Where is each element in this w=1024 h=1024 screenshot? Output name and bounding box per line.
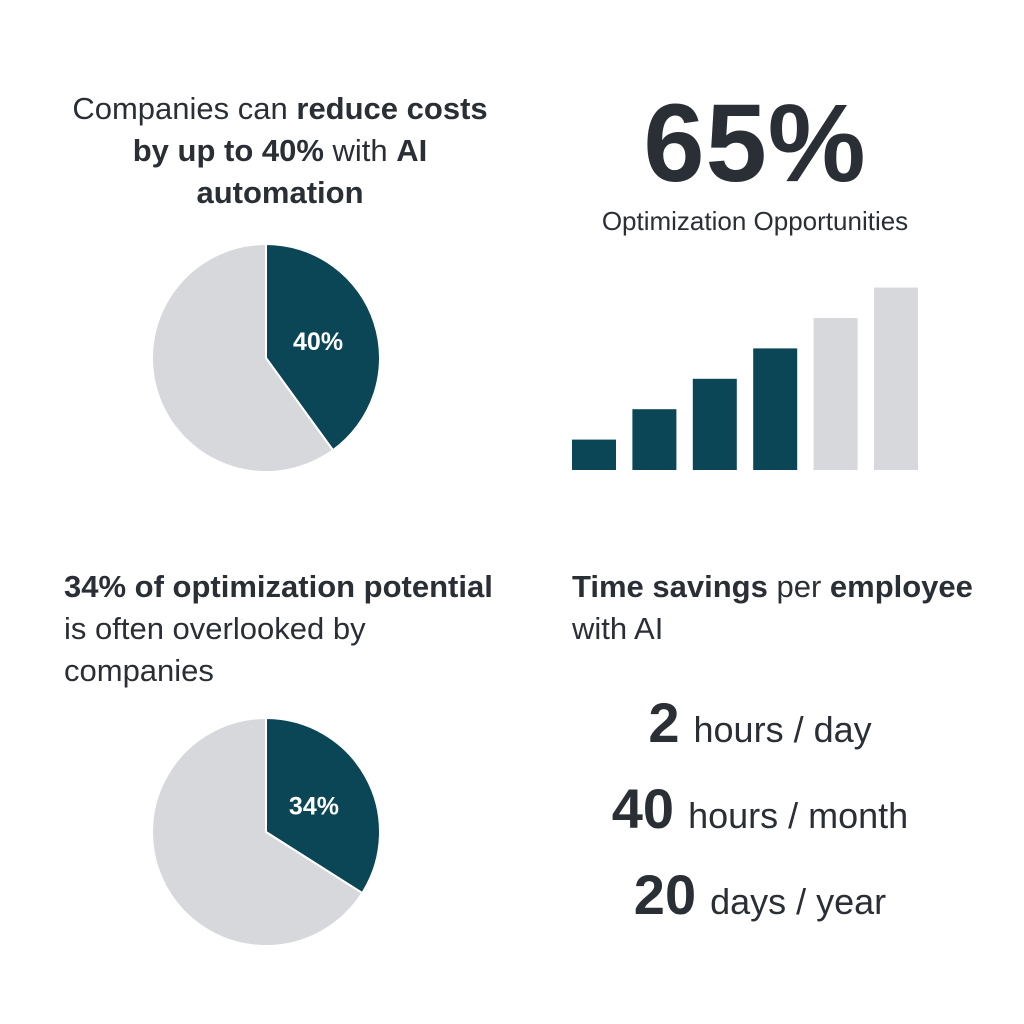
pie-slice-remainder [151,716,364,947]
saving-value: 40 [611,777,675,840]
time-savings-heading: Time savings per employee with AI [572,566,992,650]
heading-text: is often overlooked by companies [64,611,366,688]
saving-unit: hours / day [693,709,872,750]
overlooked-potential-panel: 34% of optimization potential is often o… [64,566,504,692]
bar [874,287,918,470]
saving-row-year: 20 days / year [560,862,960,927]
heading-text: per [767,569,830,604]
saving-unit: days / year [710,881,887,922]
time-savings-panel: Time savings per employee with AI [572,566,992,650]
bar [632,409,677,470]
heading-text: with AI [572,611,664,646]
heading-bold-text: employee [829,569,973,604]
heading-bold-text: Time savings [572,569,768,604]
optimization-percentage: 65% [643,82,867,205]
heading-bold-text: reduce costs by up to 40% [132,91,488,168]
saving-value: 20 [633,863,697,926]
bar [813,318,858,470]
heading-bold-text: AI automation [196,133,428,210]
pie-slice-highlight [265,242,381,452]
overlooked-potential-heading: 34% of optimization potential is often o… [64,566,504,692]
bar [692,378,737,470]
saving-row-day: 2 hours / day [560,690,960,755]
pie-slice-label: 34% [289,793,339,821]
bar [572,439,616,470]
heading-text: with [323,133,397,168]
saving-row-month: 40 hours / month [560,776,960,841]
cost-reduction-panel: Companies can reduce costs by up to 40% … [60,88,500,214]
optimization-label: Optimization Opportunities [601,206,909,236]
pie-slice-remainder [151,242,335,473]
pie-slice-label: 40% [293,328,343,356]
cost-reduction-pie-chart: 40% [151,242,381,473]
optimization-stat: 65% Optimization Opportunities [560,88,950,237]
saving-value: 2 [648,691,680,754]
heading-text: Companies can [72,91,297,126]
heading-bold-text: 34% of optimization potential [64,569,493,604]
overlooked-potential-pie-chart: 34% [151,716,381,947]
optimization-bar-chart [572,287,918,470]
bar [753,348,798,470]
cost-reduction-heading: Companies can reduce costs by up to 40% … [60,88,500,214]
saving-unit: hours / month [688,795,909,836]
